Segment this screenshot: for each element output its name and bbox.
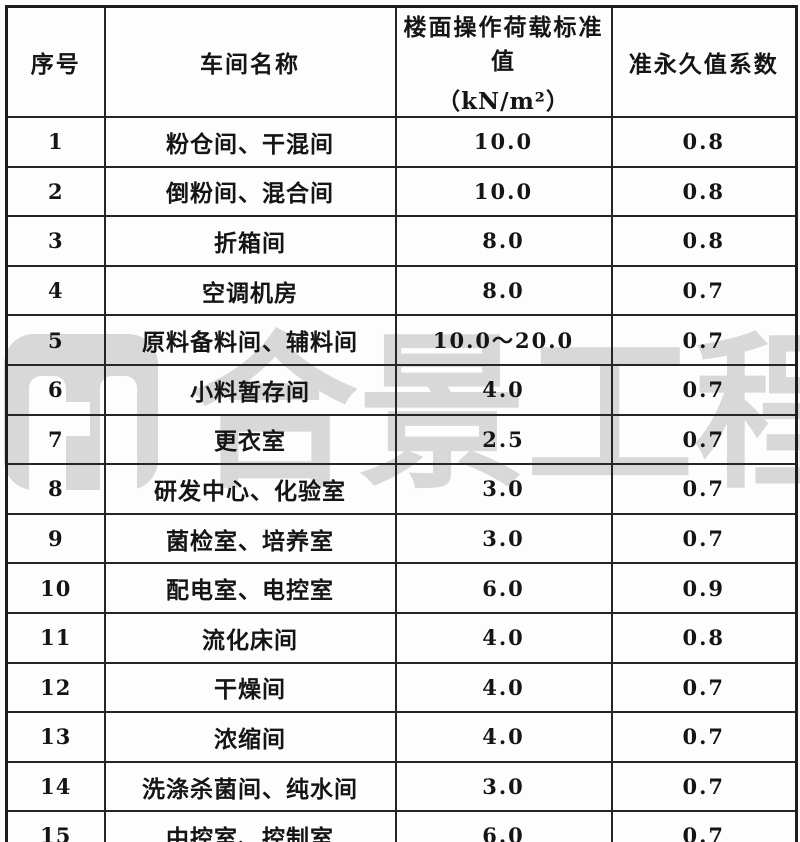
cell-index: 6 bbox=[5, 363, 106, 416]
cell-workshop-name: 研发中心、化验室 bbox=[103, 463, 397, 515]
table-row: 8 研发中心、化验室 3.0 0.7 bbox=[5, 463, 798, 515]
cell-coefficient: 0.8 bbox=[610, 611, 798, 664]
cell-index: 8 bbox=[5, 463, 106, 515]
cell-workshop-name: 折箱间 bbox=[103, 215, 397, 267]
table-body: 1 粉仓间、干混间 10.0 0.8 2 倒粉间、混合间 10.0 0.8 3 … bbox=[5, 116, 798, 842]
table-row: 14 洗涤杀菌间、纯水间 3.0 0.7 bbox=[5, 760, 798, 813]
cell-coefficient: 0.7 bbox=[610, 711, 798, 763]
cell-workshop-name: 菌检室、培养室 bbox=[103, 512, 397, 565]
cell-coefficient: 0.8 bbox=[610, 116, 798, 168]
table-row: 9 菌检室、培养室 3.0 0.7 bbox=[5, 512, 798, 565]
cell-index: 1 bbox=[5, 116, 106, 168]
cell-load-value: 6.0 bbox=[394, 562, 613, 614]
cell-workshop-name: 流化床间 bbox=[103, 611, 397, 664]
cell-load-value: 4.0 bbox=[394, 711, 613, 763]
cell-load-value: 3.0 bbox=[394, 760, 613, 813]
cell-coefficient: 0.7 bbox=[610, 264, 798, 317]
cell-workshop-name: 更衣室 bbox=[103, 413, 397, 466]
cell-index: 13 bbox=[5, 711, 106, 763]
cell-index: 9 bbox=[5, 512, 106, 565]
table-row: 11 流化床间 4.0 0.8 bbox=[5, 611, 798, 664]
cell-index: 7 bbox=[5, 413, 106, 466]
cell-index: 2 bbox=[5, 165, 106, 218]
cell-index: 3 bbox=[5, 215, 106, 267]
cell-index: 4 bbox=[5, 264, 106, 317]
cell-load-value: 8.0 bbox=[394, 264, 613, 317]
cell-coefficient: 0.7 bbox=[610, 463, 798, 515]
cell-coefficient: 0.7 bbox=[610, 512, 798, 565]
cell-workshop-name: 配电室、电控室 bbox=[103, 562, 397, 614]
cell-index: 14 bbox=[5, 760, 106, 813]
table-row: 4 空调机房 8.0 0.7 bbox=[5, 264, 798, 317]
cell-coefficient: 0.8 bbox=[610, 215, 798, 267]
cell-load-value: 8.0 bbox=[394, 215, 613, 267]
cell-coefficient: 0.7 bbox=[610, 810, 798, 842]
cell-coefficient: 0.7 bbox=[610, 760, 798, 813]
cell-index: 15 bbox=[5, 810, 106, 842]
cell-workshop-name: 倒粉间、混合间 bbox=[103, 165, 397, 218]
cell-load-value: 4.0 bbox=[394, 661, 613, 714]
cell-workshop-name: 原料备料间、辅料间 bbox=[103, 314, 397, 366]
cell-index: 12 bbox=[5, 661, 106, 714]
table-row: 5 原料备料间、辅料间 10.0～20.0 0.7 bbox=[5, 314, 798, 366]
cell-load-value: 10.0 bbox=[394, 116, 613, 168]
cell-load-value: 6.0 bbox=[394, 810, 613, 842]
table-row: 1 粉仓间、干混间 10.0 0.8 bbox=[5, 116, 798, 168]
table-row: 12 干燥间 4.0 0.7 bbox=[5, 661, 798, 714]
cell-index: 5 bbox=[5, 314, 106, 366]
cell-workshop-name: 中控室、控制室 bbox=[103, 810, 397, 842]
cell-workshop-name: 空调机房 bbox=[103, 264, 397, 317]
header-load-standard: 楼面操作荷载标准值 （kN/m²） bbox=[394, 5, 613, 118]
cell-workshop-name: 洗涤杀菌间、纯水间 bbox=[103, 760, 397, 813]
floor-load-table: 序号 车间名称 楼面操作荷载标准值 （kN/m²） 准永久值系数 1 粉仓间、干… bbox=[5, 5, 798, 842]
cell-coefficient: 0.7 bbox=[610, 363, 798, 416]
cell-load-value: 10.0～20.0 bbox=[394, 314, 613, 366]
cell-coefficient: 0.8 bbox=[610, 165, 798, 218]
table-row: 2 倒粉间、混合间 10.0 0.8 bbox=[5, 165, 798, 218]
header-load-unit: （kN/m²） bbox=[437, 88, 570, 115]
cell-coefficient: 0.7 bbox=[610, 661, 798, 714]
cell-workshop-name: 浓缩间 bbox=[103, 711, 397, 763]
cell-index: 11 bbox=[5, 611, 106, 664]
table-row: 7 更衣室 2.5 0.7 bbox=[5, 413, 798, 466]
cell-workshop-name: 粉仓间、干混间 bbox=[103, 116, 397, 168]
cell-workshop-name: 干燥间 bbox=[103, 661, 397, 714]
cell-load-value: 10.0 bbox=[394, 165, 613, 218]
cell-load-value: 4.0 bbox=[394, 363, 613, 416]
cell-load-value: 3.0 bbox=[394, 512, 613, 565]
cell-load-value: 4.0 bbox=[394, 611, 613, 664]
cell-coefficient: 0.7 bbox=[610, 413, 798, 466]
cell-load-value: 3.0 bbox=[394, 463, 613, 515]
header-index: 序号 bbox=[5, 5, 106, 118]
header-row: 序号 车间名称 楼面操作荷载标准值 （kN/m²） 准永久值系数 bbox=[5, 5, 798, 118]
table-row: 10 配电室、电控室 6.0 0.9 bbox=[5, 562, 798, 614]
cell-workshop-name: 小料暂存间 bbox=[103, 363, 397, 416]
cell-coefficient: 0.7 bbox=[610, 314, 798, 366]
table-row: 3 折箱间 8.0 0.8 bbox=[5, 215, 798, 267]
table-header: 序号 车间名称 楼面操作荷载标准值 （kN/m²） 准永久值系数 bbox=[5, 5, 798, 118]
header-load-line1: 楼面操作荷载标准值 bbox=[403, 14, 604, 75]
cell-index: 10 bbox=[5, 562, 106, 614]
table-row: 15 中控室、控制室 6.0 0.7 bbox=[5, 810, 798, 842]
cell-load-value: 2.5 bbox=[394, 413, 613, 466]
header-workshop-name: 车间名称 bbox=[103, 5, 397, 118]
header-quasi-permanent-coefficient: 准永久值系数 bbox=[610, 5, 798, 118]
table-row: 13 浓缩间 4.0 0.7 bbox=[5, 711, 798, 763]
table-row: 6 小料暂存间 4.0 0.7 bbox=[5, 363, 798, 416]
cell-coefficient: 0.9 bbox=[610, 562, 798, 614]
